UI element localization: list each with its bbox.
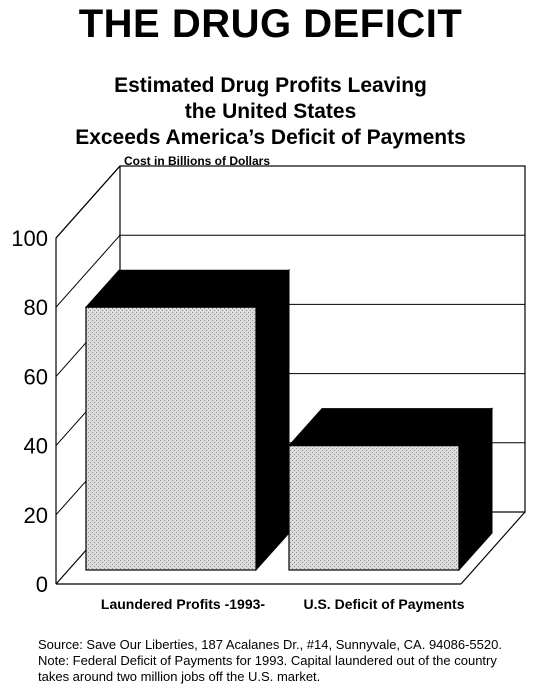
floor-right-edge (460, 511, 526, 585)
gridline-left-wall (55, 234, 121, 308)
x-category-label: Laundered Profits -1993- (101, 596, 265, 612)
y-tick-label: 60 (24, 364, 48, 389)
bar-front-face (288, 445, 460, 571)
page-title: THE DRUG DEFICIT (78, 2, 463, 46)
gridline-left-wall (55, 165, 121, 239)
y-tick-label: 0 (36, 572, 48, 597)
bar-front-face (85, 306, 257, 571)
source-note: Source: Save Our Liberties, 187 Acalanes… (38, 637, 502, 684)
y-axis-label: Cost in Billions of Dollars (124, 154, 271, 168)
chart-title: Estimated Drug Profits Leaving the Unite… (0, 73, 541, 151)
y-tick-label: 20 (24, 503, 48, 528)
chart-title-line-3: Exceeds America’s Deficit of Payments (75, 126, 466, 149)
x-category-label: U.S. Deficit of Payments (303, 596, 464, 612)
chart-title-line-1: Estimated Drug Profits Leaving (114, 74, 427, 97)
y-tick-label: 80 (24, 295, 48, 320)
bar-side-face (255, 268, 290, 572)
bar-chart: 0 20 40 60 80 100 Laundered Profits -1993- U.S… (11, 165, 526, 612)
y-tick-label: 40 (24, 434, 48, 459)
chart-title-line-2: the United States (184, 100, 357, 123)
bar-top-face (84, 269, 291, 308)
bar-1 (84, 268, 291, 572)
y-tick-label: 100 (11, 226, 48, 251)
bar-2 (287, 407, 494, 572)
bar-top-face (287, 408, 494, 447)
